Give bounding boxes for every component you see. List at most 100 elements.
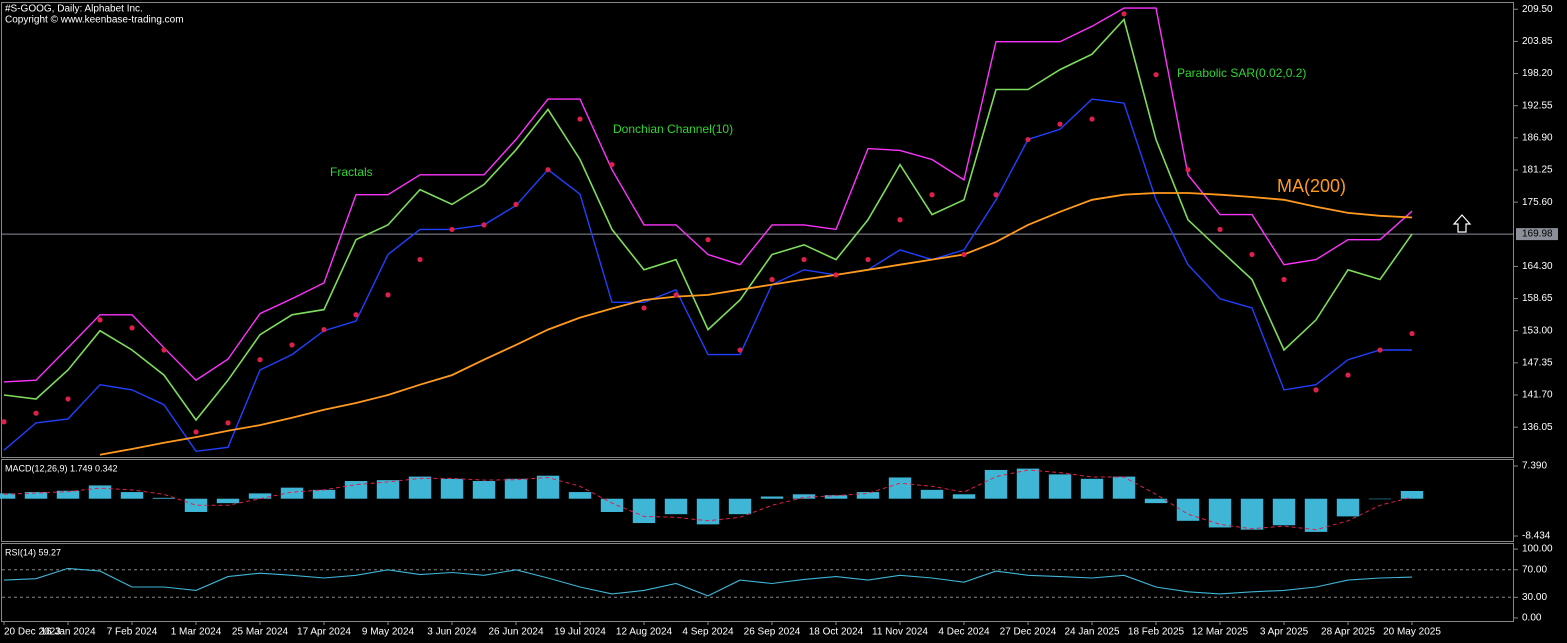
macd-bar — [696, 498, 720, 525]
macd-bar — [792, 494, 816, 499]
x-tick-label: 24 Jan 2025 — [1064, 627, 1119, 638]
sar-dot — [257, 357, 263, 363]
sar-dot — [993, 192, 999, 198]
macd-bar — [312, 489, 336, 499]
sar-dot — [129, 325, 135, 331]
x-tick-label: 20 Dec 2023 — [4, 627, 61, 638]
y-tick-label: 203.85 — [1522, 36, 1553, 47]
y-tick-label: 192.55 — [1522, 100, 1553, 111]
sar-dot — [1121, 11, 1127, 17]
sar-dot — [449, 226, 455, 233]
macd-bar — [120, 492, 144, 499]
macd-bar — [1336, 498, 1360, 517]
x-tick-label: 3 Apr 2025 — [1260, 627, 1309, 638]
sar-dot — [737, 347, 743, 353]
sar-dot — [161, 347, 167, 353]
macd-bar — [280, 487, 304, 499]
y-tick-label: 181.25 — [1522, 165, 1553, 176]
sar-dot — [929, 192, 935, 198]
x-tick-label: 16 Jan 2024 — [40, 627, 95, 638]
x-tick-label: 19 Jul 2024 — [554, 627, 606, 638]
sar-dot — [1377, 347, 1383, 353]
sar-dot — [481, 222, 487, 228]
copyright: Copyright © www.keenbase-trading.com — [5, 15, 184, 26]
y-tick-label: 7.390 — [1522, 461, 1547, 472]
x-tick-label: 9 May 2024 — [362, 627, 415, 638]
macd-bar — [408, 476, 432, 499]
sar-dot — [225, 420, 231, 426]
macd-bar — [0, 493, 16, 499]
x-tick-label: 25 Mar 2024 — [232, 627, 289, 638]
y-tick-label: 186.90 — [1522, 132, 1553, 143]
sar-dot — [641, 305, 647, 311]
sar-dot — [673, 292, 679, 298]
macd-bar — [536, 475, 560, 499]
sar-dot — [1153, 72, 1159, 78]
y-tick-label: 70.00 — [1522, 564, 1547, 575]
sar-dot — [1089, 116, 1095, 122]
y-tick-label: 158.65 — [1522, 293, 1553, 304]
sar-dot — [577, 116, 583, 122]
ma-label: MA(200) — [1277, 176, 1346, 196]
chart-title: #S-GOOG, Daily: Alphabet Inc. — [5, 4, 143, 15]
macd-bar — [1112, 476, 1136, 499]
macd-panel — [1, 459, 1514, 542]
y-tick-label: 198.20 — [1522, 68, 1553, 79]
y-tick-label: 209.50 — [1522, 4, 1553, 15]
donchian-upper — [3, 7, 1413, 383]
macd-bar — [440, 478, 464, 499]
x-tick-label: 20 May 2025 — [1383, 627, 1441, 638]
sar-dot — [865, 256, 871, 263]
sar-dot — [1249, 251, 1255, 258]
sar-dot — [1217, 226, 1223, 233]
macd-bar — [184, 498, 208, 512]
sar-dot — [833, 272, 839, 278]
macd-bar — [472, 481, 496, 499]
x-tick-label: 12 Aug 2024 — [616, 627, 673, 638]
sar-dot — [1185, 167, 1191, 173]
last-price-box — [1516, 228, 1558, 241]
macd-signal — [3, 469, 1413, 531]
macd-bar — [568, 492, 592, 499]
macd-bar — [728, 498, 752, 515]
x-tick-label: 11 Nov 2024 — [872, 627, 928, 638]
donchian-label: Donchian Channel(10) — [613, 122, 733, 136]
macd-bar — [632, 498, 656, 524]
macd-bar — [1240, 498, 1264, 530]
macd-bar — [920, 489, 944, 499]
macd-bar — [152, 497, 176, 499]
y-tick-label: 153.00 — [1522, 325, 1553, 336]
sar-dot — [385, 292, 391, 298]
sar-dot — [961, 251, 967, 258]
sar-dot — [1409, 330, 1415, 337]
macd-bar — [1400, 490, 1424, 499]
sar-dot — [801, 256, 807, 263]
plot-layer: 169.98 209.50 203.85 198.20 192.55 186.90 181.… — [0, 4, 1558, 638]
last-price-label: 169.98 — [1522, 229, 1553, 240]
ma-line — [99, 192, 1413, 456]
fractals-label: Fractals — [330, 165, 373, 179]
macd-bar — [664, 498, 688, 515]
y-tick-label: -8.434 — [1522, 531, 1551, 542]
macd-bar — [56, 490, 80, 499]
x-tick-label: 28 Apr 2025 — [1321, 627, 1375, 638]
macd-bar — [1016, 468, 1040, 499]
x-tick-label: 26 Sep 2024 — [744, 627, 801, 638]
sar-dot — [289, 342, 295, 348]
sar-dot — [609, 161, 615, 168]
x-tick-label: 4 Dec 2024 — [938, 627, 990, 638]
macd-bar — [376, 480, 400, 499]
y-tick-label: 30.00 — [1522, 592, 1547, 603]
y-tick-label: 164.30 — [1522, 261, 1553, 272]
macd-bar — [600, 498, 624, 512]
y-tick-label: 100.00 — [1522, 544, 1553, 555]
sar-dot — [897, 217, 903, 223]
y-tick-label: 141.70 — [1522, 390, 1553, 401]
macd-bar — [1272, 498, 1296, 526]
x-tick-label: 1 Mar 2024 — [171, 627, 222, 638]
sar-dot — [1057, 121, 1063, 127]
x-tick-label: 17 Apr 2024 — [297, 627, 351, 638]
macd-bar — [504, 478, 528, 499]
